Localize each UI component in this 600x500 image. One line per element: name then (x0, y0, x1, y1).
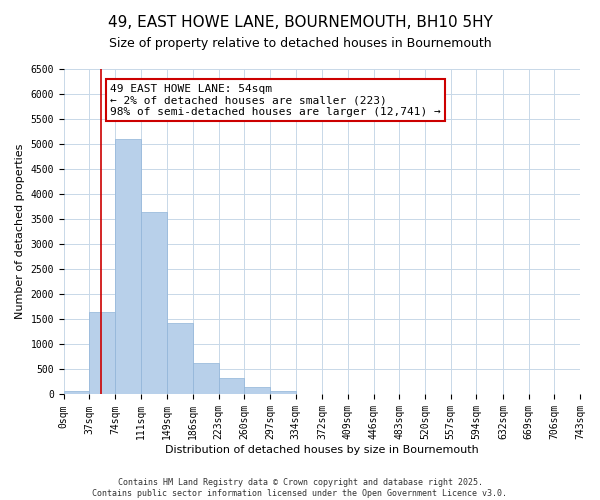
Bar (193, 364, 219, 394)
Bar (219, 378, 244, 394)
Text: Contains HM Land Registry data © Crown copyright and database right 2025.
Contai: Contains HM Land Registry data © Crown c… (92, 478, 508, 498)
Bar (89, 312, 115, 394)
Bar (141, 212, 167, 394)
Text: 49 EAST HOWE LANE: 54sqm
← 2% of detached houses are smaller (223)
98% of semi-d: 49 EAST HOWE LANE: 54sqm ← 2% of detache… (110, 84, 441, 117)
Text: 49, EAST HOWE LANE, BOURNEMOUTH, BH10 5HY: 49, EAST HOWE LANE, BOURNEMOUTH, BH10 5H… (107, 15, 493, 30)
Bar (115, 139, 141, 394)
Bar (64, 392, 89, 394)
X-axis label: Distribution of detached houses by size in Bournemouth: Distribution of detached houses by size … (165, 445, 479, 455)
Text: Size of property relative to detached houses in Bournemouth: Size of property relative to detached ho… (109, 38, 491, 51)
Bar (270, 392, 296, 394)
Bar (244, 387, 270, 394)
Y-axis label: Number of detached properties: Number of detached properties (15, 144, 25, 320)
Bar (167, 323, 193, 394)
